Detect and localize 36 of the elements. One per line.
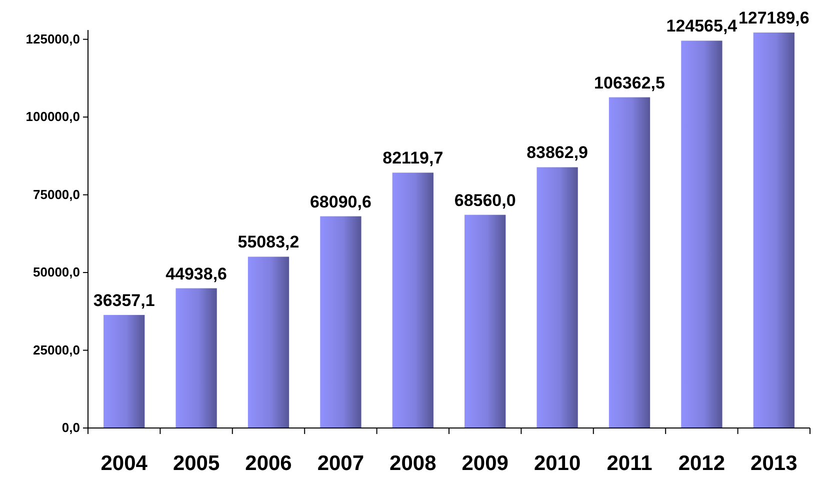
data-label: 127189,6 bbox=[738, 8, 810, 28]
data-label: 82119,7 bbox=[382, 148, 444, 168]
x-tick-label: 2009 bbox=[462, 452, 508, 475]
data-label: 68560,0 bbox=[454, 190, 516, 210]
bar bbox=[536, 167, 578, 428]
x-tick-label: 2011 bbox=[606, 452, 653, 475]
x-tick-label: 2013 bbox=[750, 452, 798, 475]
bar bbox=[248, 256, 290, 428]
x-tick-label: 2012 bbox=[678, 452, 726, 475]
bar bbox=[104, 314, 145, 428]
bar bbox=[392, 172, 434, 428]
x-tick-label: 2006 bbox=[245, 452, 292, 475]
bar bbox=[464, 214, 506, 428]
x-tick-label: 2005 bbox=[172, 452, 220, 475]
y-tick-label: 50000,0 bbox=[33, 264, 80, 280]
x-tick-label: 2008 bbox=[390, 452, 437, 475]
y-tick-label: 100000,0 bbox=[26, 109, 80, 124]
data-label: 44938,6 bbox=[166, 264, 228, 284]
data-label: 68090,6 bbox=[310, 192, 372, 212]
data-label: 124565,4 bbox=[666, 16, 738, 36]
data-label: 106362,5 bbox=[594, 73, 665, 92]
bar bbox=[681, 40, 722, 428]
x-tick-label: 2004 bbox=[100, 452, 148, 475]
data-label: 83862,9 bbox=[526, 143, 588, 162]
y-tick-label: 75000,0 bbox=[33, 186, 80, 202]
data-label: 55083,2 bbox=[238, 232, 300, 252]
bar bbox=[608, 97, 650, 428]
bar bbox=[176, 288, 217, 428]
y-tick-label: 0,0 bbox=[62, 420, 80, 436]
x-tick-label: 2010 bbox=[534, 452, 581, 475]
x-tick-label: 2007 bbox=[317, 452, 364, 475]
bar bbox=[320, 216, 362, 428]
y-tick-label: 125000,0 bbox=[26, 31, 80, 46]
bar bbox=[753, 32, 794, 428]
data-label: 36357,1 bbox=[93, 290, 155, 310]
y-tick-label: 25000,0 bbox=[33, 342, 80, 358]
